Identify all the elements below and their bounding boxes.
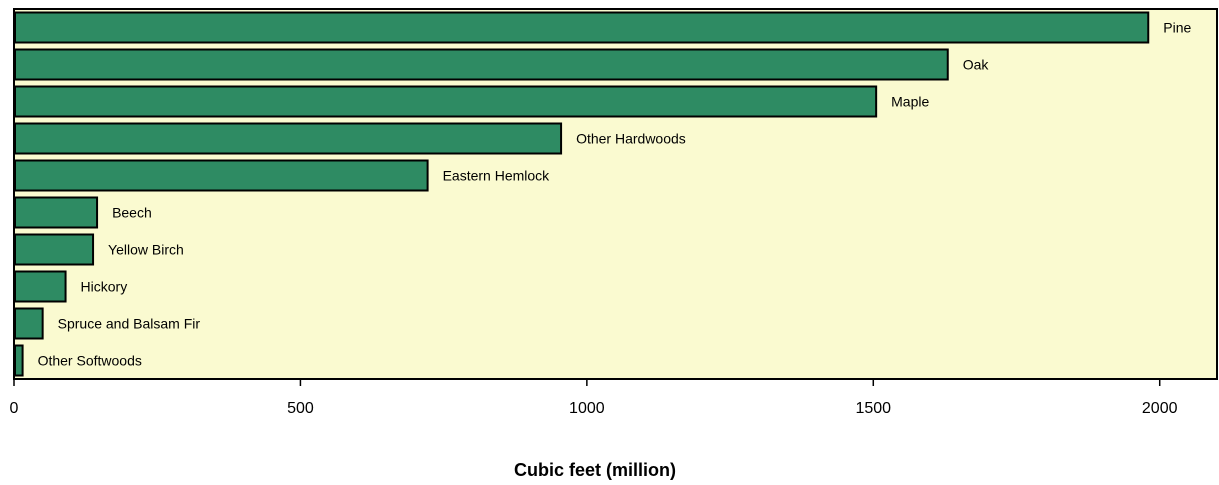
bar-oak <box>14 48 949 81</box>
bar-label-oak: Oak <box>963 57 990 73</box>
bar-other-softwoods <box>14 344 24 377</box>
bar-eastern-hemlock <box>14 159 429 192</box>
bar-hickory <box>14 270 67 303</box>
x-tick-label: 500 <box>287 400 314 417</box>
bar-maple <box>14 85 878 118</box>
bar-spruce-and-balsam-fir <box>14 307 44 340</box>
x-axis: 0 500 1000 1500 2000 <box>10 379 1178 417</box>
bar-label-maple: Maple <box>891 94 929 110</box>
bar-other-hardwoods <box>14 122 563 155</box>
x-tick-label: 1500 <box>855 400 891 417</box>
x-tick-label: 2000 <box>1142 400 1178 417</box>
bar-beech <box>14 196 99 229</box>
bar-labels-group: Pine Oak Maple Other Hardwoods Eastern Hemlo… <box>38 20 1192 369</box>
bar-label-pine: Pine <box>1163 20 1191 36</box>
bar-label-spruce-and-balsam-fir: Spruce and Balsam Fir <box>58 316 201 332</box>
x-tick-label: 1000 <box>569 400 605 417</box>
x-axis-title: Cubic feet (million) <box>514 460 676 480</box>
bar-label-other-hardwoods: Other Hardwoods <box>576 131 686 147</box>
bar-label-yellow-birch: Yellow Birch <box>108 242 184 258</box>
bars-group <box>14 11 1150 377</box>
x-tick-label: 0 <box>10 400 19 417</box>
bar-label-hickory: Hickory <box>81 279 128 295</box>
bar-pine <box>14 11 1150 44</box>
bar-label-beech: Beech <box>112 205 152 221</box>
bar-yellow-birch <box>14 233 95 266</box>
bar-label-other-softwoods: Other Softwoods <box>38 353 142 369</box>
bar-label-eastern-hemlock: Eastern Hemlock <box>443 168 551 184</box>
